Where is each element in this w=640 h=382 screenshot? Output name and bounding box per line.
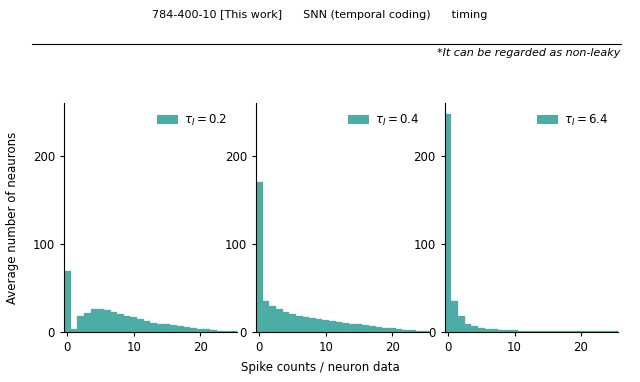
Bar: [157, 324, 164, 332]
Legend: $\tau_I = $6.4: $\tau_I = $6.4: [533, 109, 612, 131]
Legend: $\tau_I = $0.2: $\tau_I = $0.2: [154, 109, 231, 131]
Bar: [117, 314, 124, 332]
Bar: [296, 316, 303, 332]
Bar: [349, 324, 356, 332]
Bar: [276, 309, 283, 332]
Bar: [170, 325, 177, 332]
Bar: [303, 317, 309, 332]
Bar: [91, 309, 97, 332]
Bar: [84, 313, 91, 332]
Bar: [525, 330, 531, 332]
Bar: [465, 324, 472, 332]
Bar: [504, 330, 511, 332]
Bar: [190, 328, 197, 332]
Bar: [131, 317, 137, 332]
Bar: [223, 330, 230, 332]
Text: *It can be regarded as non-leaky: *It can be regarded as non-leaky: [437, 48, 621, 58]
Bar: [545, 330, 551, 332]
Bar: [445, 114, 451, 332]
Bar: [210, 330, 217, 332]
Bar: [184, 327, 190, 332]
Bar: [492, 329, 498, 332]
Text: Average number of neaurons: Average number of neaurons: [6, 132, 19, 304]
Bar: [458, 316, 465, 332]
Bar: [336, 322, 342, 332]
Bar: [472, 326, 478, 332]
Bar: [382, 328, 389, 332]
Bar: [150, 323, 157, 332]
Bar: [124, 316, 131, 332]
Bar: [362, 325, 369, 332]
Bar: [256, 183, 262, 332]
Bar: [316, 319, 323, 332]
Bar: [111, 312, 117, 332]
Text: Spike counts / neuron data: Spike counts / neuron data: [241, 361, 399, 374]
Bar: [511, 330, 518, 332]
Bar: [551, 330, 558, 332]
Bar: [164, 324, 170, 332]
Bar: [389, 328, 396, 332]
Bar: [356, 324, 362, 332]
Bar: [451, 301, 458, 332]
Bar: [498, 330, 504, 332]
Bar: [484, 329, 492, 332]
Bar: [323, 320, 329, 332]
Bar: [329, 321, 336, 332]
Bar: [77, 316, 84, 332]
Bar: [197, 329, 204, 332]
Bar: [289, 314, 296, 332]
Bar: [204, 329, 210, 332]
Bar: [558, 330, 564, 332]
Bar: [217, 330, 223, 332]
Bar: [137, 319, 144, 332]
Bar: [262, 301, 269, 332]
Bar: [584, 330, 591, 332]
Bar: [177, 326, 184, 332]
Bar: [478, 328, 484, 332]
Bar: [538, 330, 545, 332]
Bar: [571, 330, 578, 332]
Bar: [269, 306, 276, 332]
Bar: [64, 270, 70, 332]
Legend: $\tau_I = $0.4: $\tau_I = $0.4: [344, 109, 423, 131]
Bar: [409, 330, 415, 332]
Bar: [415, 330, 422, 332]
Bar: [104, 310, 111, 332]
Bar: [342, 323, 349, 332]
Bar: [369, 326, 376, 332]
Bar: [376, 327, 382, 332]
Bar: [396, 329, 402, 332]
Bar: [578, 330, 584, 332]
Bar: [564, 330, 571, 332]
Bar: [144, 321, 150, 332]
Bar: [402, 330, 409, 332]
Text: 784-400-10 [This work]      SNN (temporal coding)      timing: 784-400-10 [This work] SNN (temporal cod…: [152, 10, 488, 19]
Bar: [70, 329, 77, 332]
Bar: [531, 330, 538, 332]
Bar: [309, 318, 316, 332]
Bar: [283, 312, 289, 332]
Bar: [518, 330, 525, 332]
Bar: [97, 309, 104, 332]
